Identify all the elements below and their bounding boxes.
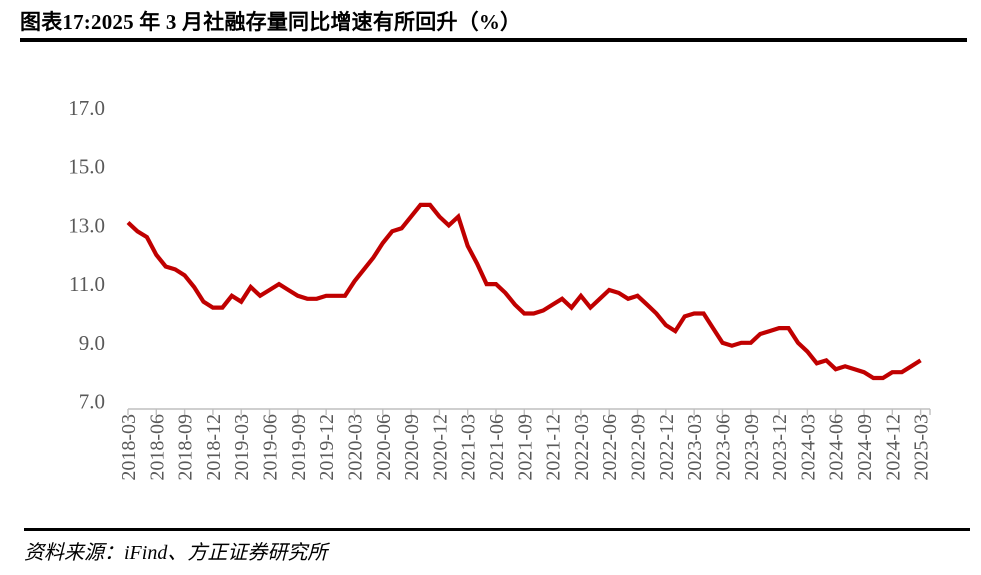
x-axis-label: 2024-12	[882, 414, 904, 481]
x-axis-label: 2022-12	[656, 414, 678, 481]
x-axis-label: 2018-03	[118, 414, 140, 481]
x-axis-label: 2019-09	[288, 414, 310, 481]
y-axis-label: 11.0	[69, 272, 105, 296]
x-axis-label: 2019-03	[231, 414, 253, 481]
x-axis-label: 2019-06	[260, 414, 282, 481]
x-axis-label: 2025-03	[911, 414, 933, 481]
title-divider-rule	[20, 38, 967, 42]
y-axis-label: 17.0	[68, 96, 105, 120]
x-axis-label: 2018-09	[175, 414, 197, 481]
x-axis-label: 2021-09	[514, 414, 536, 481]
x-axis-label: 2020-09	[401, 414, 423, 481]
y-axis-label: 13.0	[68, 213, 105, 237]
x-axis-label: 2018-06	[146, 414, 168, 481]
figure-title: 图表17:2025 年 3 月社融存量同比增速有所回升（%）	[20, 10, 522, 34]
y-axis-label: 7.0	[79, 390, 105, 414]
x-axis-label: 2021-06	[486, 414, 508, 481]
x-axis-label: 2020-12	[429, 414, 451, 481]
x-axis-label: 2022-09	[628, 414, 650, 481]
x-axis-label: 2023-03	[684, 414, 706, 481]
data-source-note: 资料来源：iFind、方正证券研究所	[24, 542, 328, 564]
x-axis-label: 2021-12	[543, 414, 565, 481]
x-axis-label: 2020-03	[344, 414, 366, 481]
trend-line	[126, 202, 922, 381]
x-axis-label: 2023-12	[769, 414, 791, 481]
x-axis-label: 2020-06	[373, 414, 395, 481]
y-axis-label: 9.0	[79, 331, 105, 355]
x-axis-label: 2019-12	[316, 414, 338, 481]
x-axis-label: 2024-06	[826, 414, 848, 481]
x-axis-label: 2021-03	[458, 414, 480, 481]
source-divider-rule	[24, 528, 970, 531]
x-axis-label: 2023-09	[741, 414, 763, 481]
x-axis-label: 2023-06	[712, 414, 734, 481]
x-axis-label: 2018-12	[203, 414, 225, 481]
x-axis-label: 2024-03	[797, 414, 819, 481]
x-axis-label: 2024-09	[854, 414, 876, 481]
x-axis-label: 2022-03	[571, 414, 593, 481]
y-axis-label: 15.0	[68, 155, 105, 179]
x-axis-label: 2022-06	[599, 414, 621, 481]
